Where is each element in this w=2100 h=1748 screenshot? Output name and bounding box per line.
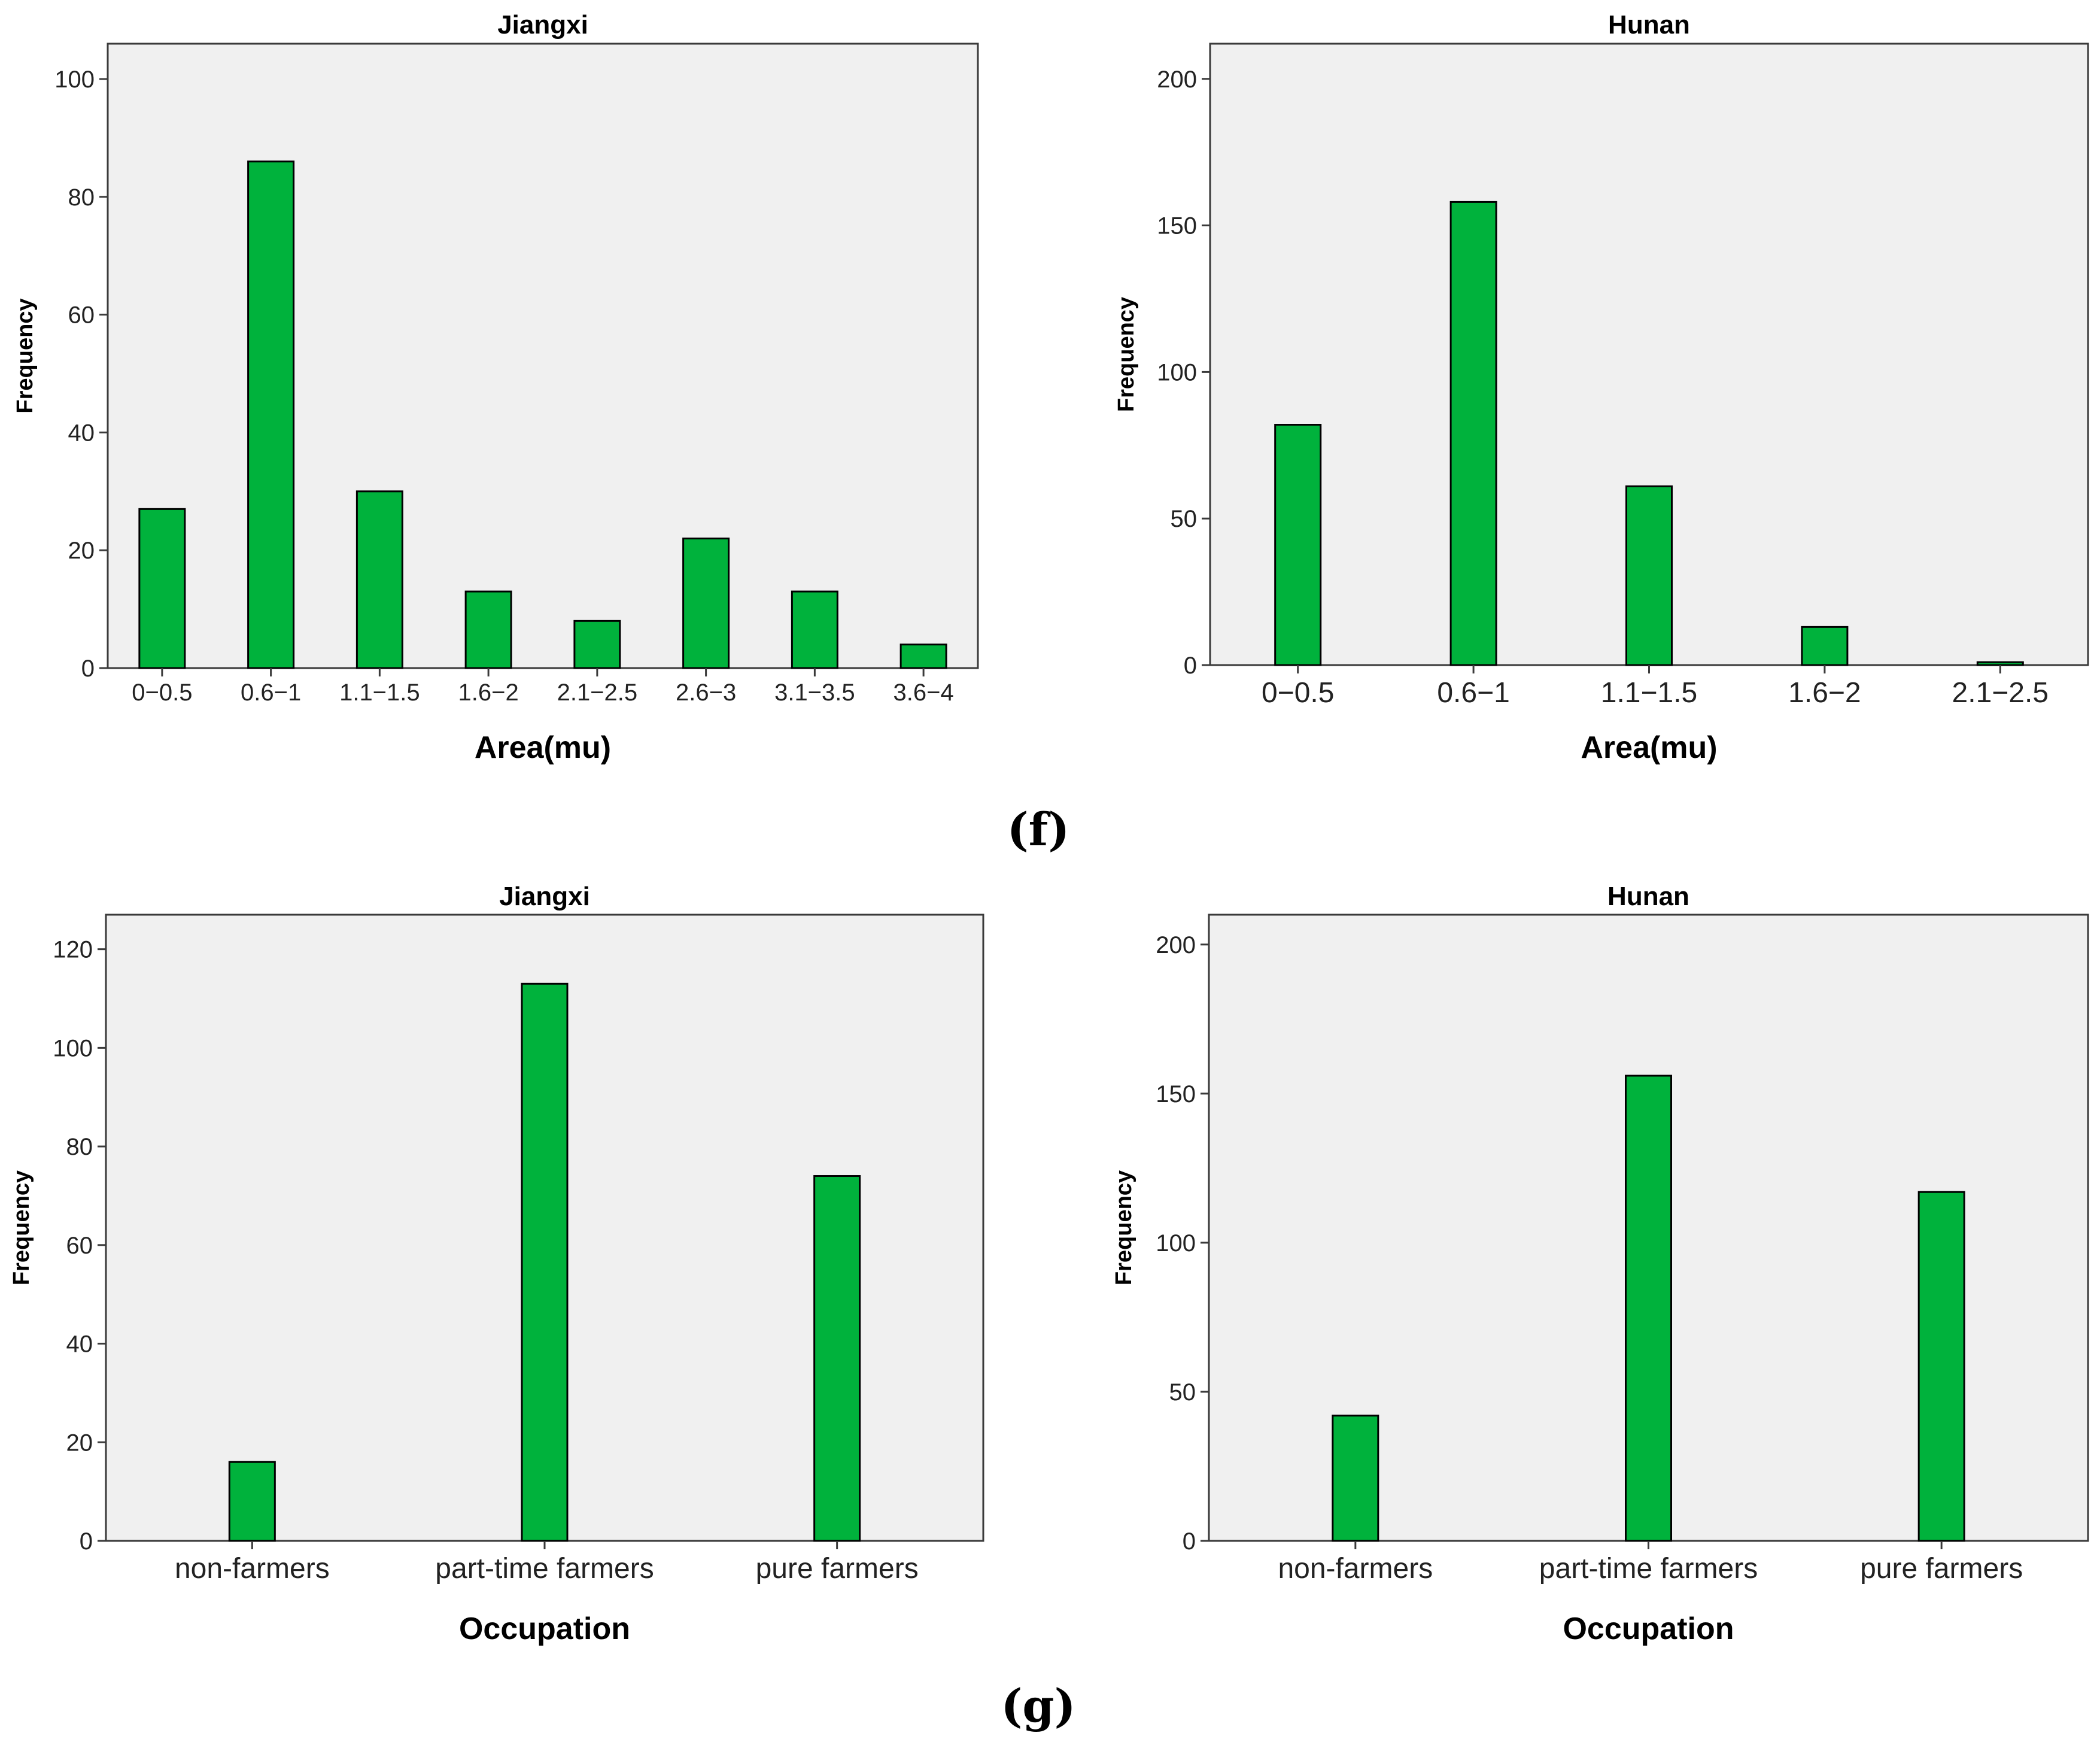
y-tick-label: 0 — [1183, 1528, 1196, 1555]
y-tick-label: 0 — [80, 1528, 93, 1555]
x-tick-label: part-time farmers — [435, 1553, 654, 1585]
x-tick-label: non-farmers — [1278, 1553, 1433, 1585]
x-tick-label: 3.6−4 — [894, 679, 954, 706]
bar-3 — [1625, 485, 1673, 666]
y-tick-label: 100 — [53, 1035, 93, 1061]
bar-2 — [521, 982, 569, 1542]
x-axis-title: Area(mu) — [475, 730, 611, 765]
y-axis-title: Frequency — [13, 298, 38, 413]
y-tick-label: 200 — [1157, 66, 1197, 93]
x-axis-title: Occupation — [1563, 1612, 1734, 1646]
y-tick-label: 80 — [66, 1134, 93, 1160]
x-tick-label: 1.1−1.5 — [1601, 677, 1697, 709]
chart-title: Hunan — [1607, 882, 1689, 911]
y-tick-label: 0 — [81, 656, 95, 682]
bar-2 — [1449, 201, 1497, 666]
x-tick-label: pure farmers — [1860, 1553, 2023, 1585]
bar-1 — [228, 1461, 276, 1542]
y-tick-label: 50 — [1169, 1379, 1196, 1406]
chart-title: Hunan — [1608, 10, 1690, 40]
plot-area — [107, 43, 979, 669]
y-tick-label: 200 — [1156, 932, 1196, 958]
bar-7 — [791, 590, 838, 669]
y-tick-label: 60 — [68, 302, 95, 329]
y-tick-label: 150 — [1156, 1081, 1196, 1107]
y-tick-label: 50 — [1171, 506, 1198, 532]
x-tick-label: 1.6−2 — [1788, 677, 1861, 709]
x-tick-label: 0−0.5 — [132, 679, 192, 706]
x-tick-label: 2.1−2.5 — [557, 679, 638, 706]
y-tick-label: 60 — [66, 1233, 93, 1259]
bar-1 — [1274, 424, 1322, 666]
bar-5 — [1976, 661, 2024, 666]
x-tick-label: non-farmers — [175, 1553, 330, 1585]
y-tick-label: 100 — [54, 66, 95, 93]
y-tick-label: 20 — [66, 1430, 93, 1456]
chart-title: Jiangxi — [497, 10, 588, 40]
x-tick-label: 0.6−1 — [241, 679, 301, 706]
bar-2 — [1625, 1075, 1672, 1542]
panel-label-f: (f) — [1007, 803, 1070, 856]
x-tick-label: 2.1−2.5 — [1952, 677, 2049, 709]
bar-3 — [813, 1175, 861, 1542]
x-tick-label: 2.6−3 — [676, 679, 736, 706]
y-tick-label: 20 — [68, 538, 95, 564]
x-tick-label: 1.1−1.5 — [339, 679, 420, 706]
bar-5 — [573, 620, 621, 669]
y-tick-label: 100 — [1156, 1230, 1196, 1257]
y-tick-label: 40 — [68, 420, 95, 446]
y-tick-label: 80 — [68, 184, 95, 211]
y-tick-label: 40 — [66, 1331, 93, 1358]
chart-jiangxi-occupation: Jiangxi 0 20 40 60 80 100 120 non-farmers part-ti… — [9, 882, 984, 1646]
x-tick-label: 3.1−3.5 — [774, 679, 855, 706]
chart-hunan-area: Hunan 0 50 100 150 200 0−0.5 0.6−1 1.1−1.5 1.6−2 2… — [1114, 10, 2089, 765]
y-tick-label: 100 — [1157, 359, 1197, 386]
bar-3 — [355, 490, 403, 669]
chart-hunan-occupation: Hunan 0 50 100 150 200 non-farmers part-time fa… — [1111, 882, 2089, 1646]
bar-8 — [899, 644, 947, 669]
bar-4 — [464, 590, 512, 669]
x-tick-label: part-time farmers — [1539, 1553, 1758, 1585]
chart-jiangxi-area: Jiangxi 0 20 40 60 80 100 0−0.5 0.6−1 1.1−1.5 1.6−… — [13, 10, 979, 765]
x-tick-label: pure farmers — [756, 1553, 919, 1585]
y-axis-title: Frequency — [1111, 1170, 1136, 1285]
x-tick-label: 1.6−2 — [458, 679, 519, 706]
bar-2 — [247, 160, 295, 669]
bar-3 — [1917, 1191, 1965, 1542]
bar-1 — [1332, 1415, 1379, 1542]
y-tick-label: 150 — [1157, 213, 1197, 239]
bar-1 — [138, 508, 186, 669]
y-axis-title: Frequency — [1114, 297, 1139, 412]
panel-label-g: (g) — [1001, 1679, 1075, 1732]
bar-6 — [682, 538, 730, 669]
chart-title: Jiangxi — [499, 882, 590, 911]
x-tick-label: 0.6−1 — [1437, 677, 1509, 709]
bar-4 — [1801, 626, 1849, 666]
y-tick-label: 120 — [53, 937, 93, 963]
x-tick-label: 0−0.5 — [1262, 677, 1334, 709]
x-axis-title: Occupation — [459, 1612, 630, 1646]
y-tick-label: 0 — [1184, 653, 1197, 679]
x-axis-title: Area(mu) — [1581, 730, 1717, 765]
y-axis-title: Frequency — [9, 1170, 34, 1285]
